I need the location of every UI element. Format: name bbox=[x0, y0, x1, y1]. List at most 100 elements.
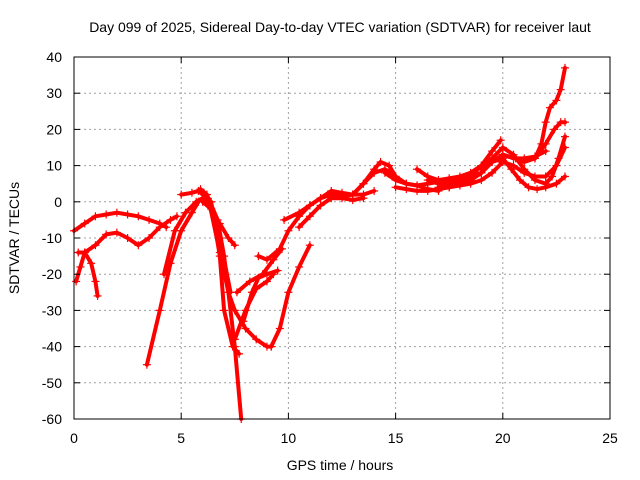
data-point bbox=[316, 194, 325, 203]
data-point bbox=[520, 157, 529, 166]
data-point bbox=[215, 219, 224, 228]
series-track-17 bbox=[295, 194, 368, 232]
data-point bbox=[275, 244, 284, 253]
data-point bbox=[230, 241, 239, 250]
series-line bbox=[82, 214, 179, 255]
data-point bbox=[488, 154, 497, 163]
data-point bbox=[545, 103, 554, 112]
data-point bbox=[511, 154, 520, 163]
data-point bbox=[413, 165, 422, 174]
y-tick-label: 20 bbox=[46, 121, 62, 137]
data-point bbox=[91, 212, 100, 221]
data-point bbox=[215, 248, 224, 257]
y-tick-label: -60 bbox=[42, 411, 62, 427]
series-track-5 bbox=[142, 197, 203, 369]
series-line bbox=[457, 156, 567, 192]
data-point bbox=[295, 208, 304, 217]
data-point bbox=[241, 324, 250, 333]
data-point bbox=[80, 248, 89, 257]
data-point bbox=[305, 201, 314, 210]
series-line bbox=[198, 187, 244, 421]
data-point bbox=[284, 288, 293, 297]
data-point bbox=[224, 234, 233, 242]
series-track-8 bbox=[196, 185, 246, 423]
data-point bbox=[413, 186, 422, 195]
x-tick-label: 15 bbox=[388, 430, 404, 446]
data-point bbox=[232, 288, 241, 297]
data-point bbox=[541, 147, 550, 156]
data-point bbox=[530, 176, 539, 185]
data-point bbox=[254, 252, 263, 261]
data-point bbox=[466, 176, 475, 185]
data-point bbox=[554, 154, 563, 163]
x-tick-label: 5 bbox=[177, 430, 185, 446]
data-point bbox=[91, 241, 100, 250]
data-point bbox=[273, 266, 282, 275]
data-point bbox=[455, 179, 464, 188]
data-point bbox=[80, 219, 89, 228]
data-point bbox=[541, 118, 550, 127]
data-point bbox=[434, 183, 443, 192]
series-track-16 bbox=[280, 186, 379, 224]
data-point bbox=[170, 226, 179, 235]
data-point bbox=[123, 234, 132, 242]
data-point bbox=[507, 165, 516, 174]
data-point bbox=[327, 190, 336, 199]
y-tick-label: 30 bbox=[46, 85, 62, 101]
data-point bbox=[556, 85, 565, 94]
x-axis-label: GPS time / hours bbox=[287, 457, 394, 473]
data-point bbox=[224, 288, 233, 297]
data-point bbox=[295, 262, 304, 271]
x-tick-label: 20 bbox=[495, 430, 511, 446]
data-point bbox=[275, 324, 284, 333]
data-point bbox=[112, 228, 121, 237]
data-point bbox=[520, 165, 529, 174]
data-point bbox=[380, 168, 389, 177]
data-point bbox=[370, 168, 379, 177]
data-point bbox=[498, 150, 507, 159]
data-point bbox=[177, 190, 186, 199]
data-point bbox=[515, 176, 524, 185]
data-point bbox=[498, 143, 507, 152]
data-point bbox=[262, 255, 271, 264]
data-point bbox=[230, 335, 239, 344]
data-point bbox=[166, 215, 175, 224]
data-point bbox=[134, 241, 143, 250]
y-tick-label: -30 bbox=[42, 302, 62, 318]
data-point bbox=[245, 277, 254, 286]
y-tick-label: -50 bbox=[42, 375, 62, 391]
data-point bbox=[391, 183, 400, 192]
data-point bbox=[359, 179, 368, 188]
data-point bbox=[550, 125, 559, 134]
data-point bbox=[160, 270, 169, 279]
data-point bbox=[359, 194, 368, 203]
data-point bbox=[145, 215, 154, 224]
data-point bbox=[385, 161, 394, 170]
axes: 0 5 10 15 20 25 -60 -50 -40 -30 -20 -10 0 10 20 30 40 bbox=[42, 49, 618, 446]
data-point bbox=[258, 270, 267, 279]
data-point bbox=[155, 223, 164, 232]
x-tick-label: 25 bbox=[602, 430, 618, 446]
series-line bbox=[269, 243, 312, 349]
data-point bbox=[376, 157, 385, 166]
data-point bbox=[496, 136, 505, 145]
x-tick-label: 10 bbox=[281, 430, 297, 446]
data-point bbox=[466, 168, 475, 177]
data-point bbox=[230, 306, 239, 315]
data-point bbox=[145, 234, 154, 242]
data-point bbox=[230, 342, 239, 351]
chart-title: Day 099 of 2025, Sidereal Day-to-day VTE… bbox=[89, 19, 591, 35]
data-point bbox=[72, 277, 81, 286]
data-point bbox=[91, 277, 100, 286]
data-point bbox=[533, 185, 542, 194]
data-point bbox=[537, 139, 546, 148]
y-tick-label: -10 bbox=[42, 230, 62, 246]
y-tick-label: 10 bbox=[46, 158, 62, 174]
data-point bbox=[220, 306, 229, 315]
data-point bbox=[477, 165, 486, 174]
data-point bbox=[123, 210, 132, 219]
data-point bbox=[391, 176, 400, 185]
data-point bbox=[252, 335, 261, 344]
data-point bbox=[530, 154, 539, 163]
